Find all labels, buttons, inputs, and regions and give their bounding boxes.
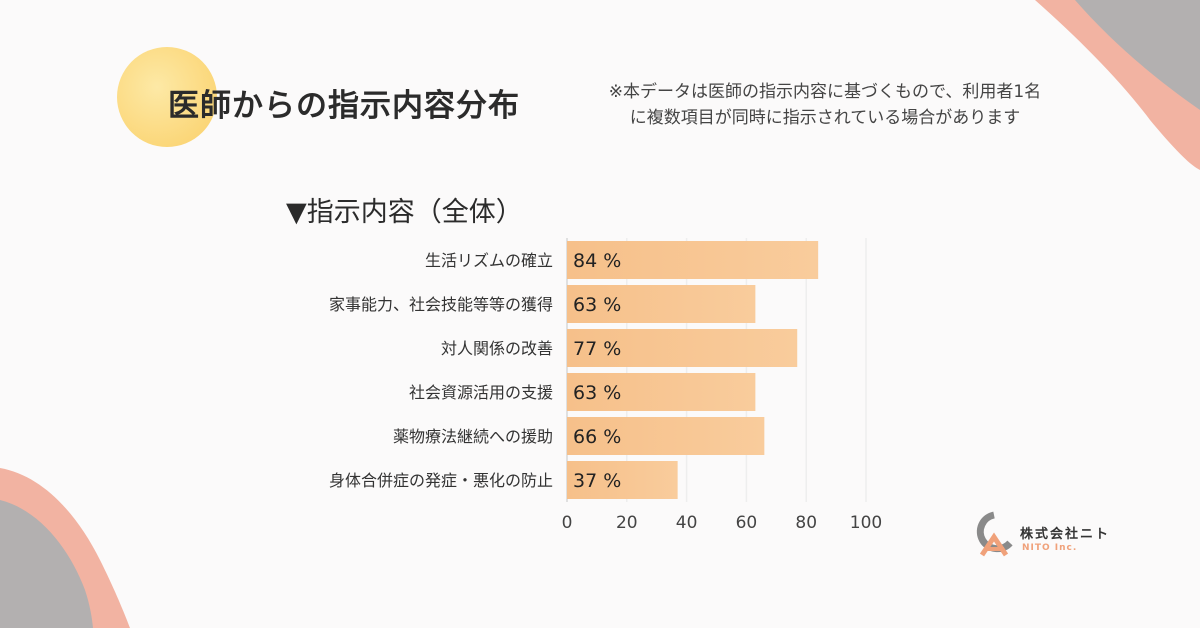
bar-value-label: 66 %	[573, 426, 621, 448]
x-tick-label: 100	[850, 513, 882, 533]
category-label: 対人関係の改善	[441, 339, 553, 358]
nito-logo-icon	[976, 511, 1013, 557]
category-label: 身体合併症の発症・悪化の防止	[329, 471, 553, 490]
data-note-line: に複数項目が同時に指示されている場合があります	[629, 108, 1021, 128]
page-title: 医師からの指示内容分布	[168, 88, 520, 124]
bar-value-label: 84 %	[573, 250, 621, 272]
company-logo: 株式会社ニト NITO Inc.	[970, 509, 1120, 569]
bar	[567, 417, 765, 455]
bar-value-label: 63 %	[573, 382, 621, 404]
title-accent-circle	[117, 47, 217, 147]
data-note-line: ※本データは医師の指示内容に基づくもので、利用者1名	[608, 82, 1042, 102]
section-heading: ▼指示内容（全体）	[286, 197, 523, 228]
category-label: 家事能力、社会技能等等の獲得	[329, 295, 553, 314]
bar	[567, 329, 798, 367]
bar-value-label: 37 %	[573, 470, 621, 492]
logo-name: 株式会社ニト	[1020, 527, 1111, 542]
category-label: 生活リズムの確立	[425, 251, 553, 270]
data-note: ※本データは医師の指示内容に基づくもので、利用者1名 に複数項目が同時に指示され…	[560, 79, 1090, 131]
bar-value-label: 77 %	[573, 338, 621, 360]
bar	[567, 285, 756, 323]
x-tick-label: 40	[676, 513, 698, 533]
logo-subtitle: NITO Inc.	[1022, 543, 1078, 553]
category-label: 薬物療法継続への援助	[393, 427, 553, 446]
x-tick-label: 0	[562, 513, 573, 533]
x-tick-label: 20	[616, 513, 638, 533]
bar-value-label: 63 %	[573, 294, 621, 316]
x-tick-label: 60	[736, 513, 758, 533]
bar	[567, 241, 819, 279]
bar	[567, 373, 756, 411]
bar	[567, 461, 678, 499]
category-label: 社会資源活用の支援	[409, 383, 553, 402]
x-tick-label: 80	[795, 513, 817, 533]
